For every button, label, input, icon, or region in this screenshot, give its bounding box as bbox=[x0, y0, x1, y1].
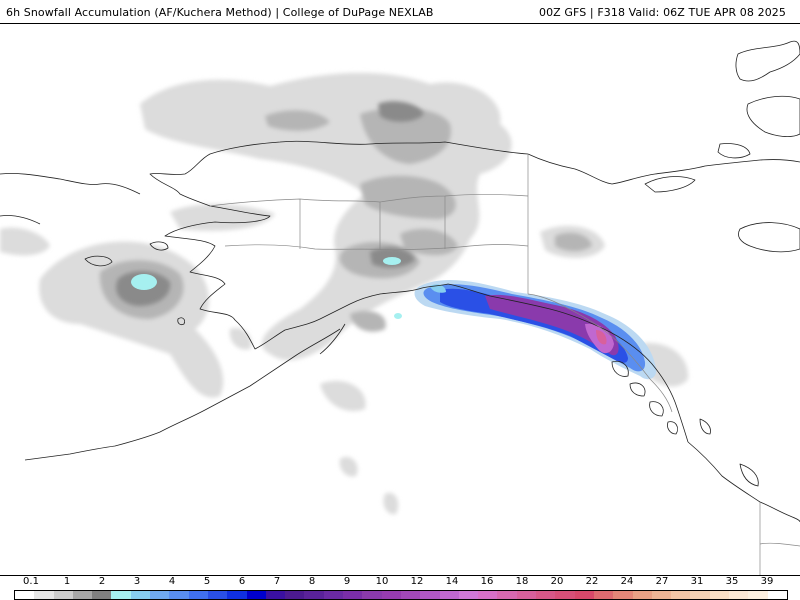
map-title: 6h Snowfall Accumulation (AF/Kuchera Met… bbox=[6, 6, 434, 19]
legend-tick-label: 27 bbox=[655, 576, 669, 587]
legend-swatch bbox=[381, 591, 401, 599]
legend-swatch bbox=[458, 591, 479, 599]
legend-tick-label: 18 bbox=[515, 576, 529, 587]
legend-swatch bbox=[728, 591, 749, 599]
legend-swatch bbox=[323, 591, 344, 599]
snowfall-map[interactable] bbox=[0, 24, 800, 576]
snowfall-legend: 0.1 1 2 3 4 5 6 7 8 9 10 12 14 16 18 20 22 24 27 31 35 39 bbox=[0, 576, 800, 600]
legend-swatch bbox=[285, 591, 305, 599]
legend-tick-label: 5 bbox=[203, 576, 211, 587]
legend-tick-label: 35 bbox=[725, 576, 739, 587]
snowfall-coastal-band bbox=[414, 279, 657, 380]
legend-swatch bbox=[188, 591, 208, 599]
legend-tick-label: 16 bbox=[480, 576, 494, 587]
legend-tick-label: 4 bbox=[168, 576, 176, 587]
legend-tick-label: 12 bbox=[410, 576, 424, 587]
legend-swatch bbox=[92, 591, 112, 599]
legend-tick-label: 7 bbox=[273, 576, 281, 587]
map-canvas bbox=[0, 40, 800, 575]
legend-swatch bbox=[671, 591, 691, 599]
legend-swatch bbox=[207, 591, 228, 599]
legend-swatch bbox=[632, 591, 652, 599]
legend-swatch bbox=[593, 591, 614, 599]
legend-tick-label: 1 bbox=[63, 576, 71, 587]
map-header: 6h Snowfall Accumulation (AF/Kuchera Met… bbox=[0, 0, 800, 24]
legend-swatch bbox=[72, 591, 93, 599]
legend-tick-label: 2 bbox=[98, 576, 106, 587]
legend-swatch bbox=[767, 591, 787, 599]
legend-swatch bbox=[709, 591, 729, 599]
legend-swatch bbox=[555, 591, 575, 599]
legend-tick-label: 3 bbox=[133, 576, 141, 587]
snowfall-cyan-centers bbox=[131, 257, 402, 319]
legend-swatch bbox=[613, 591, 633, 599]
legend-tick-label: 24 bbox=[620, 576, 634, 587]
legend-swatch bbox=[343, 591, 363, 599]
legend-swatch bbox=[265, 591, 286, 599]
legend-swatch bbox=[536, 591, 556, 599]
legend-tick-label: 20 bbox=[550, 576, 564, 587]
legend-swatch bbox=[690, 591, 710, 599]
legend-swatch bbox=[15, 591, 35, 599]
legend-labels: 0.1 1 2 3 4 5 6 7 8 9 10 12 14 16 18 20 22 24 27 31 35 39 bbox=[0, 576, 800, 588]
legend-swatch bbox=[362, 591, 382, 599]
legend-swatch bbox=[111, 591, 131, 599]
legend-tick-label: 8 bbox=[308, 576, 316, 587]
legend-tick-label: 22 bbox=[585, 576, 599, 587]
legend-swatch bbox=[246, 591, 266, 599]
legend-swatch bbox=[748, 591, 768, 599]
legend-swatch bbox=[227, 591, 247, 599]
legend-swatch bbox=[34, 591, 54, 599]
legend-swatch bbox=[53, 591, 73, 599]
legend-tick-label: 6 bbox=[238, 576, 246, 587]
legend-color-bar bbox=[14, 590, 788, 600]
political-borders bbox=[209, 154, 800, 575]
legend-swatch bbox=[400, 591, 421, 599]
legend-tick-label: 14 bbox=[445, 576, 459, 587]
legend-swatch bbox=[651, 591, 672, 599]
legend-swatch bbox=[130, 591, 151, 599]
legend-swatch bbox=[574, 591, 594, 599]
legend-swatch bbox=[304, 591, 324, 599]
legend-swatch bbox=[497, 591, 517, 599]
legend-swatch bbox=[516, 591, 537, 599]
legend-tick-label: 0.1 bbox=[23, 576, 39, 587]
legend-swatch bbox=[439, 591, 459, 599]
legend-swatch bbox=[420, 591, 440, 599]
model-run-info: 00Z GFS | F318 Valid: 06Z TUE APR 08 202… bbox=[538, 6, 786, 19]
legend-tick-label: 9 bbox=[343, 576, 351, 587]
legend-tick-label: 39 bbox=[760, 576, 774, 587]
legend-swatch bbox=[169, 591, 189, 599]
legend-swatch bbox=[478, 591, 498, 599]
coastlines bbox=[0, 40, 800, 523]
legend-tick-label: 31 bbox=[690, 576, 704, 587]
legend-tick-label: 10 bbox=[375, 576, 389, 587]
legend-swatch bbox=[150, 591, 170, 599]
